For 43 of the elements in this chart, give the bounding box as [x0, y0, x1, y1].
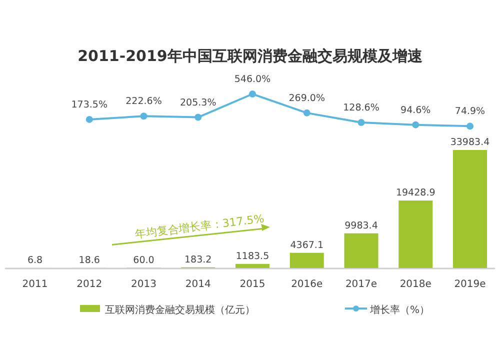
data-label: 74.9% [454, 106, 486, 118]
point [412, 121, 420, 128]
data-label: 60.0 [133, 254, 154, 266]
data-label: 6.8 [27, 254, 43, 266]
point [140, 112, 148, 120]
data-label: 173.5% [71, 99, 108, 110]
point [249, 90, 256, 98]
data-label: 1183.5 [236, 250, 270, 262]
bar [344, 233, 378, 268]
legend-label: 互联网消费金融交易规模（亿元） [105, 304, 255, 316]
x-tick-label: 2016e [291, 279, 323, 290]
point [194, 114, 202, 121]
data-label: 4367.1 [290, 240, 324, 251]
data-label: 269.0% [288, 92, 325, 104]
data-label: 19428.9 [396, 188, 436, 199]
point [86, 116, 93, 123]
x-tick-label: 2013 [131, 279, 156, 290]
bar [398, 200, 433, 268]
bar [290, 252, 324, 268]
bar [453, 150, 487, 268]
data-label: 205.3% [180, 97, 216, 108]
data-label: 33983.4 [450, 137, 490, 148]
x-tick-label: 2014 [185, 279, 211, 290]
data-label: 546.0% [234, 74, 271, 85]
x-tick-label: 2015 [240, 279, 266, 290]
point [466, 122, 474, 130]
x-tick-label: 2018e [400, 279, 432, 290]
point [303, 109, 310, 116]
data-label: 222.6% [126, 96, 162, 108]
data-label: 18.6 [78, 254, 100, 266]
data-label: 128.6% [343, 102, 380, 114]
x-tick-label: 2017e [345, 279, 378, 290]
data-label: 9983.4 [344, 220, 378, 232]
data-label: 94.6% [400, 104, 431, 116]
point [358, 119, 365, 126]
x-tick-label: 2019e [454, 279, 486, 290]
annotation: 年均复合增长率：317.5% [134, 212, 265, 241]
x-tick-label: 2011 [22, 279, 48, 290]
data-label: 183.2 [184, 254, 212, 266]
legend-label: 增长率（%） [369, 304, 430, 316]
x-tick-label: 2012 [76, 279, 102, 290]
chart-title: 2011-2019年中国互联网消费金融交易规模及增速 [78, 47, 424, 65]
bar [236, 264, 270, 268]
